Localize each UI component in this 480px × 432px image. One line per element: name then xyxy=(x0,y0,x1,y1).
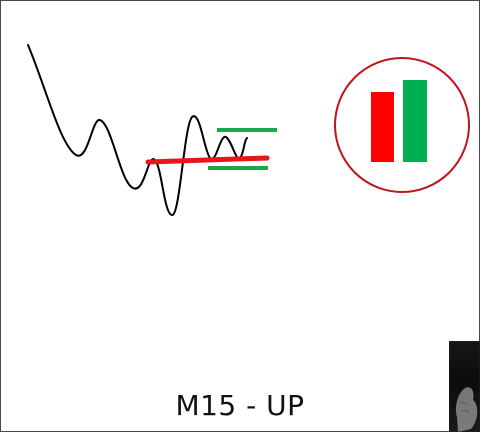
bearish-candle xyxy=(371,92,394,162)
price-line xyxy=(28,45,247,215)
support-line xyxy=(148,158,267,162)
bullish-candle xyxy=(403,80,427,162)
icon-circle xyxy=(335,58,469,192)
candlestick-pair-icon xyxy=(335,58,469,192)
timeframe-caption: M15 - UP xyxy=(0,388,480,424)
